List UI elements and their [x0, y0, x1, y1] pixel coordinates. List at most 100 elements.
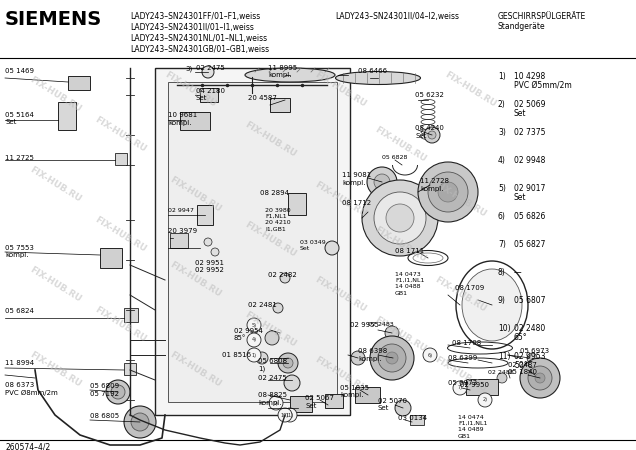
Text: 03 0134: 03 0134 — [398, 415, 427, 421]
Bar — [197, 205, 213, 225]
Text: 05 6807: 05 6807 — [514, 296, 546, 305]
Text: 04 2180
Set: 04 2180 Set — [196, 88, 225, 102]
Ellipse shape — [245, 68, 335, 82]
Text: 20 3979: 20 3979 — [168, 228, 197, 234]
Text: 1): 1) — [498, 72, 506, 81]
Text: FIX-HUB.RU: FIX-HUB.RU — [313, 180, 368, 220]
Text: FIX-HUB.RU: FIX-HUB.RU — [168, 176, 223, 215]
Text: LADY243–SN24301GB/01–GB1,weiss: LADY243–SN24301GB/01–GB1,weiss — [130, 45, 269, 54]
Circle shape — [256, 352, 268, 364]
Circle shape — [278, 353, 298, 373]
Text: 02 9955: 02 9955 — [350, 322, 379, 328]
Text: 14 0473
F1,I1,NL1
14 0488
GB1: 14 0473 F1,I1,NL1 14 0488 GB1 — [395, 272, 424, 296]
Circle shape — [374, 192, 426, 244]
Text: 9): 9) — [498, 296, 506, 305]
Text: 02 9954
85°: 02 9954 85° — [234, 328, 263, 342]
Circle shape — [453, 381, 467, 395]
Circle shape — [428, 131, 436, 139]
Circle shape — [362, 180, 438, 256]
Circle shape — [106, 380, 130, 404]
Text: LADY243–SN24301FF/01–F1,weiss: LADY243–SN24301FF/01–F1,weiss — [130, 12, 260, 21]
Circle shape — [497, 373, 507, 383]
Text: FIX-HUB.RU: FIX-HUB.RU — [242, 220, 298, 260]
Circle shape — [111, 385, 125, 399]
Circle shape — [247, 333, 261, 347]
Circle shape — [374, 174, 390, 190]
Text: PVC Ø5mm/2m: PVC Ø5mm/2m — [514, 81, 572, 90]
Text: SIEMENS: SIEMENS — [5, 10, 102, 29]
Text: 11 8995
kompl.: 11 8995 kompl. — [268, 65, 297, 78]
Bar — [200, 88, 218, 102]
Text: 8): 8) — [498, 268, 506, 277]
Ellipse shape — [462, 269, 522, 341]
Text: FIX-HUB.RU: FIX-HUB.RU — [443, 71, 497, 109]
Circle shape — [204, 238, 212, 246]
Circle shape — [527, 353, 537, 363]
Bar — [124, 363, 136, 375]
Text: 02 2487
05 1840: 02 2487 05 1840 — [508, 362, 537, 375]
Text: 05 1835
kompl.: 05 1835 kompl. — [340, 385, 369, 399]
Circle shape — [202, 66, 214, 78]
Text: FIX-HUB.RU: FIX-HUB.RU — [27, 76, 83, 114]
Text: 02 2483: 02 2483 — [368, 322, 394, 327]
Bar — [410, 415, 424, 425]
Bar — [170, 233, 188, 248]
Bar — [180, 112, 210, 130]
Text: GESCHIRRSPÜLGERÄTE: GESCHIRRSPÜLGERÄTE — [498, 12, 586, 21]
Text: 20 3980
F1,NL1
20 4210
I1,GB1: 20 3980 F1,NL1 20 4210 I1,GB1 — [265, 208, 291, 232]
Text: Standgeräte: Standgeräte — [498, 22, 546, 31]
Bar — [68, 76, 90, 90]
Circle shape — [131, 413, 149, 431]
Bar — [325, 394, 343, 408]
Circle shape — [395, 400, 411, 416]
Text: 02 9951
02 9952: 02 9951 02 9952 — [195, 260, 224, 274]
Text: 11): 11) — [286, 413, 294, 418]
Circle shape — [351, 351, 365, 365]
Circle shape — [269, 396, 283, 410]
Text: 02 9948: 02 9948 — [514, 156, 546, 165]
Text: 02 9947: 02 9947 — [168, 208, 194, 213]
Text: 08 1711: 08 1711 — [395, 248, 424, 254]
Text: FIX-HUB.RU: FIX-HUB.RU — [168, 351, 223, 389]
Text: 05 5164
Set: 05 5164 Set — [5, 112, 34, 126]
Text: 05 6973: 05 6973 — [448, 380, 477, 386]
Text: 01 8516: 01 8516 — [222, 352, 251, 358]
Circle shape — [428, 172, 468, 212]
Circle shape — [265, 331, 279, 345]
Text: FIX-HUB.RU: FIX-HUB.RU — [373, 315, 427, 355]
Text: 05 6973: 05 6973 — [520, 348, 549, 354]
Text: 08 1709: 08 1709 — [455, 285, 484, 291]
Text: 6): 6) — [427, 352, 432, 357]
Text: 08 1708: 08 1708 — [452, 340, 481, 346]
Text: 260574–4/2: 260574–4/2 — [5, 443, 50, 450]
Text: 02 9950: 02 9950 — [460, 382, 489, 388]
Text: 05 6824: 05 6824 — [5, 308, 34, 314]
Text: LADY243–SN24301II/04–I2,weiss: LADY243–SN24301II/04–I2,weiss — [335, 12, 459, 21]
Text: 11 8994: 11 8994 — [5, 360, 34, 366]
Bar — [288, 193, 306, 215]
Text: 02 2482: 02 2482 — [268, 272, 297, 278]
Text: 10): 10) — [498, 324, 511, 333]
Bar — [355, 387, 380, 403]
Bar — [270, 98, 290, 112]
Text: 65°: 65° — [514, 333, 528, 342]
Bar — [115, 153, 127, 165]
Bar — [290, 396, 312, 412]
Text: FIX-HUB.RU: FIX-HUB.RU — [373, 126, 427, 164]
Text: FIX-HUB.RU: FIX-HUB.RU — [93, 306, 148, 344]
Text: 05 6827: 05 6827 — [514, 240, 546, 249]
Text: 11 2725: 11 2725 — [5, 155, 34, 161]
Text: 08 4240
Set: 08 4240 Set — [415, 125, 444, 139]
Text: FIX-HUB.RU: FIX-HUB.RU — [168, 261, 223, 299]
Text: 7): 7) — [498, 240, 506, 249]
Text: FIX-HUB.RU: FIX-HUB.RU — [27, 266, 83, 305]
Ellipse shape — [336, 72, 420, 85]
Circle shape — [418, 162, 478, 222]
Circle shape — [211, 248, 219, 256]
Text: 08 6398
kompl.: 08 6398 kompl. — [358, 348, 387, 361]
Text: 10 4298: 10 4298 — [514, 72, 545, 81]
Text: FIX-HUB.RU: FIX-HUB.RU — [27, 166, 83, 204]
Text: 4): 4) — [251, 338, 256, 342]
Text: 50°C: 50°C — [514, 361, 533, 370]
Circle shape — [283, 408, 297, 422]
